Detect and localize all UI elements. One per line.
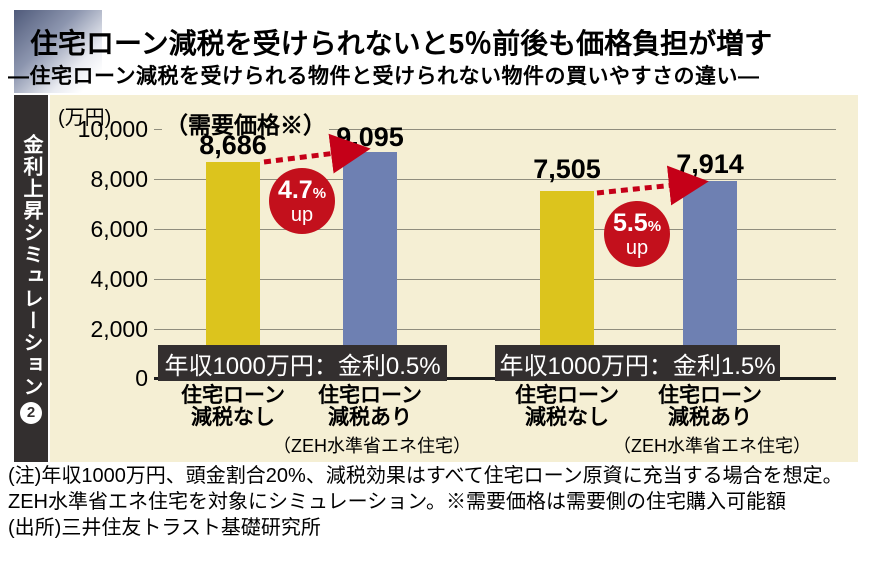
series-vertical-banner: 金利上昇シミュレーション 2 bbox=[14, 95, 48, 462]
category-line2: 減税なし bbox=[524, 406, 609, 429]
increase-value: 5.5 bbox=[612, 208, 648, 237]
y-tick-4000: 4,000 bbox=[90, 266, 148, 292]
gridline bbox=[154, 179, 836, 180]
category-label: 住宅ローン 減税あり bbox=[318, 385, 422, 429]
demand-price-annotation: （需要価格※） bbox=[162, 106, 329, 140]
bar-with-reduction-low-rate bbox=[343, 152, 397, 377]
condition-band-left: 年収1000万円：金利0.5% bbox=[158, 345, 447, 381]
category-label: 住宅ローン 減税なし bbox=[181, 385, 285, 429]
y-tick-2000: 2,000 bbox=[90, 316, 148, 342]
bar-with-reduction-high-rate bbox=[683, 181, 737, 377]
value-label: 7,505 bbox=[533, 154, 601, 184]
increase-word: up bbox=[290, 203, 314, 226]
series-banner-label: 金利上昇シミュレーション bbox=[20, 133, 42, 398]
series-number-badge: 2 bbox=[20, 401, 42, 424]
gridline bbox=[154, 129, 836, 130]
gridline bbox=[154, 229, 836, 230]
y-tick-8000: 8,000 bbox=[90, 166, 148, 192]
arrow-up-left-icon bbox=[263, 133, 371, 174]
chart-panel: (万円) 10,000 8,000 6,000 4,000 2,000 0 （需… bbox=[50, 95, 858, 462]
increase-percent: 5.5% bbox=[612, 208, 662, 239]
increase-badge-right: 5.5% up bbox=[604, 201, 670, 267]
category-line2: 減税あり bbox=[327, 406, 412, 429]
increase-word: up bbox=[625, 236, 649, 259]
category-line2: 減税なし bbox=[190, 406, 275, 429]
category-label: 住宅ローン 減税あり bbox=[658, 385, 762, 429]
percent-sign: % bbox=[647, 217, 662, 235]
category-subnote: （ZEH水準省エネ住宅） bbox=[613, 436, 811, 456]
category-line1: 住宅ローン bbox=[318, 384, 422, 407]
y-tick-0: 0 bbox=[135, 365, 148, 391]
category-line2: 減税あり bbox=[667, 406, 752, 429]
gridline bbox=[154, 329, 836, 330]
value-label: 7,914 bbox=[676, 149, 744, 179]
percent-sign: % bbox=[312, 184, 327, 202]
bar-no-reduction-low-rate bbox=[206, 162, 260, 377]
increase-badge-left: 4.7% up bbox=[269, 168, 335, 234]
category-line1: 住宅ローン bbox=[658, 384, 762, 407]
y-tick-6000: 6,000 bbox=[90, 216, 148, 242]
value-label: 9,095 bbox=[336, 122, 404, 152]
footnote-line: (注)年収1000万円、頭金割合20%、減税効果はすべて住宅ローン原資に充当する… bbox=[8, 465, 843, 487]
arrow-up-right-icon bbox=[596, 165, 709, 206]
category-label: 住宅ローン 減税なし bbox=[515, 385, 619, 429]
category-line1: 住宅ローン bbox=[515, 384, 619, 407]
increase-value: 4.7 bbox=[277, 175, 313, 204]
footnotes: (注)年収1000万円、頭金割合20%、減税効果はすべて住宅ローン原資に充当する… bbox=[8, 463, 866, 541]
category-subnote: （ZEH水準省エネ住宅） bbox=[273, 436, 471, 456]
y-tick-10000: 10,000 bbox=[77, 116, 148, 142]
title-gradient-decoration bbox=[14, 10, 102, 93]
value-label: 8,686 bbox=[199, 130, 267, 160]
footnote-line: ZEH水準省エネ住宅を対象にシミュレーション。※需要価格は需要側の住宅購入可能額 bbox=[8, 491, 786, 513]
source-line: (出所)三井住友トラスト基礎研究所 bbox=[8, 517, 321, 539]
gridline bbox=[154, 279, 836, 280]
page-title: 住宅ローン減税を受けられないと5％前後も価格負担が増す bbox=[30, 28, 773, 59]
page-subtitle: ―住宅ローン減税を受けられる物件と受けられない物件の買いやすさの違い― bbox=[8, 65, 760, 88]
condition-band-right: 年収1000万円：金利1.5% bbox=[495, 345, 780, 381]
y-axis-unit-label: (万円) bbox=[58, 107, 112, 129]
category-line1: 住宅ローン bbox=[181, 384, 285, 407]
increase-percent: 4.7% bbox=[277, 175, 327, 206]
